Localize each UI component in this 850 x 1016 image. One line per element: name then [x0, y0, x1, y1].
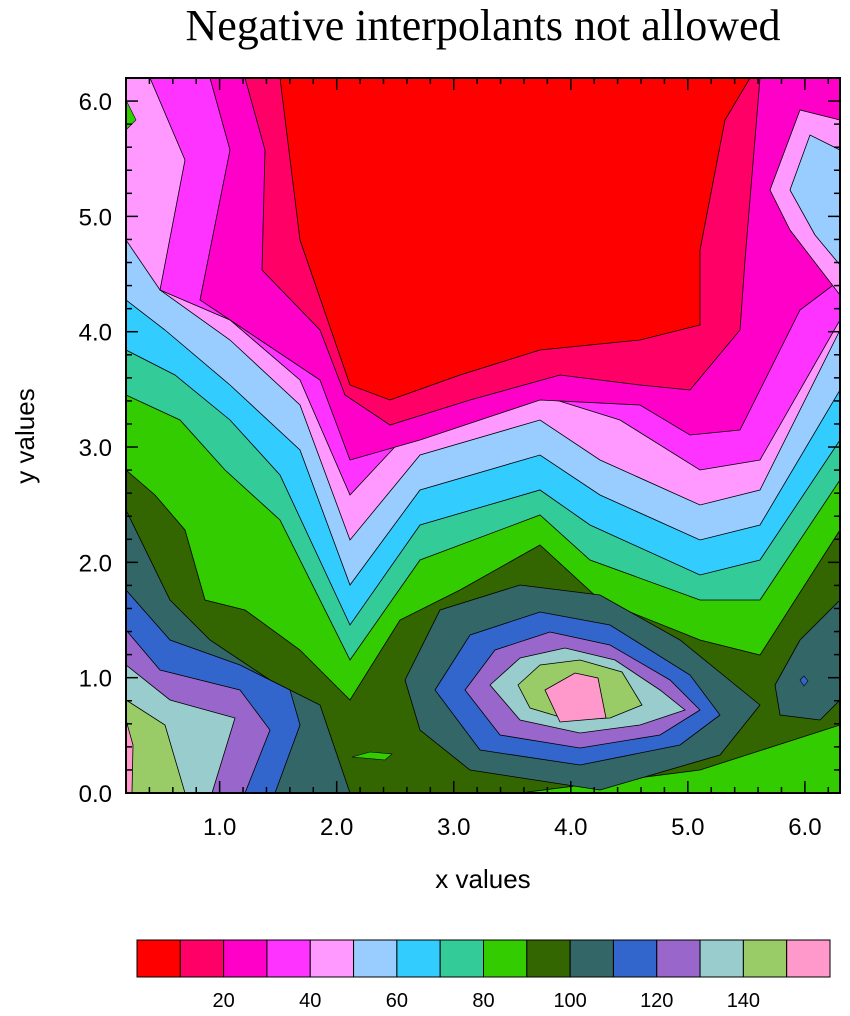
chart-title: Negative interpolants not allowed	[185, 1, 780, 50]
x-tick-label: 6.0	[788, 814, 821, 841]
y-tick-label: 4.0	[79, 320, 112, 347]
contour-band-100-110-right	[774, 599, 840, 721]
colorbar-label: 120	[640, 990, 673, 1012]
colorbar-swatch	[309, 939, 355, 978]
colorbar-swatch	[483, 939, 528, 978]
x-tick-label: 2.0	[320, 814, 353, 841]
colorbar-label: 100	[553, 990, 586, 1012]
x-tick-label: 1.0	[203, 814, 236, 841]
colorbar-swatch	[179, 939, 225, 978]
contour-top-left-sliver	[126, 99, 137, 131]
colorbar-swatch	[742, 939, 788, 978]
contour-band-under-10	[279, 78, 751, 401]
x-axis-label: x values	[435, 864, 530, 894]
plot-frame	[125, 77, 841, 794]
y-axis-label: y values	[10, 388, 40, 483]
colorbar-swatch	[569, 939, 614, 978]
y-tick-label: 1.0	[79, 666, 112, 693]
axes-group: 1.0 2.0 3.0 4.0 5.0 6.0 0.0 1.0 2.0 3.0 4.0 5.0 6.0	[79, 77, 840, 841]
colorbar-swatch	[786, 939, 831, 978]
colorbar-swatch	[612, 939, 658, 978]
y-tick-label: 5.0	[79, 204, 112, 231]
colorbar: 20 40 60 80 100 120 140	[136, 939, 831, 1012]
x-tick-label: 4.0	[554, 814, 587, 841]
colorbar-swatch	[223, 939, 268, 978]
colorbar-label: 20	[213, 990, 235, 1012]
colorbar-label: 60	[386, 990, 408, 1012]
contour-band-over-150-center	[544, 672, 607, 723]
colorbar-swatch	[656, 939, 701, 978]
contour-small-blue-dot	[799, 675, 809, 687]
contour-band-over-150-left	[126, 719, 134, 793]
contour-band-140-150-left	[126, 699, 186, 793]
colorbar-swatch	[526, 939, 571, 978]
y-tick-label: 0.0	[79, 781, 112, 808]
y-tick-label: 6.0	[79, 89, 112, 116]
colorbar-swatch	[353, 939, 398, 978]
colorbar-swatch	[266, 939, 311, 978]
y-tick-label: 2.0	[79, 550, 112, 577]
colorbar-label: 140	[727, 990, 760, 1012]
y-tick-label: 3.0	[79, 435, 112, 462]
x-tick-label: 5.0	[671, 814, 704, 841]
contour-small-green-island	[351, 751, 393, 761]
contour-fill-group	[126, 78, 840, 793]
colorbar-swatch	[699, 939, 744, 978]
contour-right-edge-inner	[789, 134, 840, 266]
colorbar-label: 40	[299, 990, 321, 1012]
colorbar-swatch	[396, 939, 441, 978]
colorbar-swatch	[439, 939, 484, 978]
colorbar-swatch	[136, 939, 181, 978]
colorbar-label: 80	[472, 990, 494, 1012]
x-tick-label: 3.0	[437, 814, 470, 841]
